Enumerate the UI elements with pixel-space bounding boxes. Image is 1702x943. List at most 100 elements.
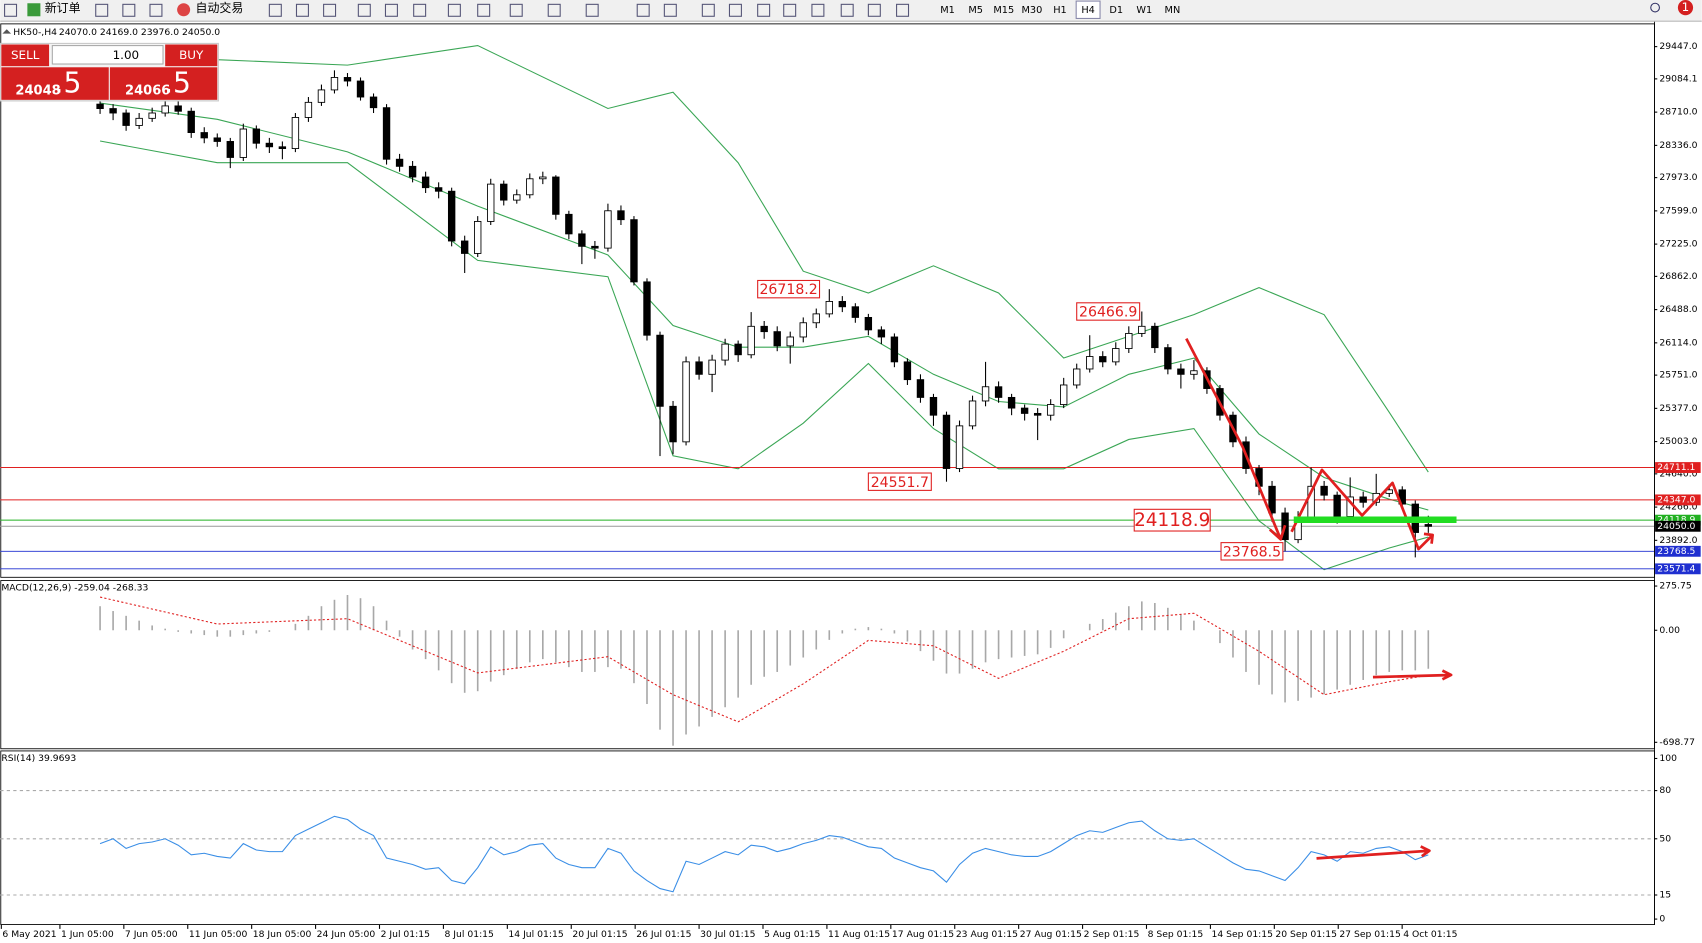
candle-body <box>1073 368 1081 386</box>
candle-body <box>330 77 339 91</box>
y-tick-label: 27599.0 <box>1659 205 1697 216</box>
candle-body <box>643 281 651 336</box>
timeframe-button[interactable]: H4 <box>1081 5 1095 16</box>
search-icon[interactable] <box>1650 2 1660 13</box>
timeframe-button[interactable]: M1 <box>940 5 955 16</box>
price-level-label: 24050.0 <box>1657 521 1695 532</box>
price-annotation-box <box>1076 302 1141 321</box>
bid-box[interactable] <box>1 67 109 100</box>
price-level-label: 24711.1 <box>1657 462 1695 473</box>
y-tick-label: 15 <box>1659 889 1671 900</box>
new-order-icon[interactable] <box>27 3 41 17</box>
ask-price[interactable]: 24066 <box>125 84 170 99</box>
buy-button[interactable] <box>165 44 218 67</box>
x-tick-label: 4 Oct 01:15 <box>1403 929 1457 940</box>
toolbar-icon[interactable] <box>663 3 677 17</box>
toolbar-icon[interactable] <box>477 3 491 17</box>
auto-trading-icon[interactable] <box>177 3 191 17</box>
candle-body <box>539 176 547 180</box>
timeframe-button[interactable]: MN <box>1165 5 1181 16</box>
notification-badge[interactable] <box>1677 0 1694 16</box>
toolbar-icon[interactable] <box>413 3 427 17</box>
buy-label[interactable]: BUY <box>179 48 204 62</box>
candle-body <box>526 178 534 196</box>
candle-body <box>1112 348 1120 363</box>
candle-body <box>604 210 612 249</box>
toolbar-icon[interactable] <box>268 3 282 17</box>
toolbar-icon[interactable] <box>867 3 881 17</box>
candle-body <box>747 325 755 356</box>
toolbar-icon[interactable] <box>4 3 18 17</box>
candle-body <box>1007 396 1016 409</box>
candle-body <box>291 117 300 150</box>
toolbar-icon[interactable] <box>95 3 109 17</box>
bid-pips[interactable]: .5 <box>54 67 81 100</box>
price-annotation-box <box>757 279 821 299</box>
toolbar-icon[interactable] <box>701 3 715 17</box>
drawn-rsi-arrow <box>1316 845 1431 860</box>
toolbar-icon[interactable] <box>509 3 523 17</box>
toolbar-icon[interactable] <box>585 3 599 17</box>
lots-value[interactable]: 1.00 <box>113 48 140 62</box>
toolbar-icon[interactable] <box>357 3 371 17</box>
candle-body <box>838 300 847 308</box>
y-tick-label: 275.75 <box>1659 581 1691 592</box>
price-level-tag <box>1655 514 1701 526</box>
timeframe-button[interactable]: M5 <box>968 5 983 16</box>
candle-body <box>981 386 990 402</box>
toolbar-icon[interactable] <box>757 3 771 17</box>
timeframe-button[interactable]: M15 <box>993 5 1014 16</box>
candle-body <box>213 137 221 142</box>
ask-box[interactable] <box>109 67 218 100</box>
candle-body <box>304 101 313 118</box>
auto-trading-button[interactable]: 自动交易 <box>196 1 244 15</box>
toolbar-icon[interactable] <box>896 3 910 17</box>
toolbar-icon[interactable] <box>384 3 398 17</box>
notification-count[interactable]: 1 <box>1682 0 1690 14</box>
candle-body <box>630 219 638 283</box>
y-tick-label: 25377.0 <box>1659 403 1697 414</box>
candle-body <box>1151 325 1159 349</box>
timeframe-button[interactable]: W1 <box>1136 5 1152 16</box>
new-order-button[interactable]: 新订单 <box>45 1 81 15</box>
candle-body <box>734 343 742 356</box>
candle-body <box>278 146 287 150</box>
x-tick-label: 8 Jul 01:15 <box>445 929 495 940</box>
toolbar: 新订单 自动交易 1 M1 M5 M15 M30 H1 H4 D1 W1 MN <box>0 0 1702 22</box>
toolbar-icon[interactable] <box>149 3 163 17</box>
sell-button[interactable] <box>1 44 50 67</box>
toolbar-icon[interactable] <box>323 3 337 17</box>
y-tick-label: 29447.0 <box>1659 41 1697 52</box>
candle-body <box>487 183 495 222</box>
candle-body <box>96 103 104 110</box>
sell-label[interactable]: SELL <box>11 48 40 62</box>
toolbar-icon[interactable] <box>295 3 309 17</box>
timeframe-button[interactable]: M30 <box>1021 5 1042 16</box>
toolbar-icon[interactable] <box>122 3 136 17</box>
toolbar-icon[interactable] <box>447 3 461 17</box>
candle-body <box>200 132 208 139</box>
ask-pips[interactable]: .5 <box>164 67 191 100</box>
toolbar-icon[interactable] <box>783 3 797 17</box>
bid-price[interactable]: 24048 <box>15 84 60 99</box>
candle-body <box>968 400 977 427</box>
price-level-tag <box>1655 462 1701 473</box>
toolbar-icon[interactable] <box>728 3 742 17</box>
price-annotation: 23768.5 <box>1223 544 1281 560</box>
toolbar-icon[interactable] <box>840 3 854 17</box>
timeframe-button[interactable]: D1 <box>1109 5 1123 16</box>
toolbar-icon[interactable] <box>636 3 650 17</box>
toolbar-icon[interactable] <box>547 3 561 17</box>
candle-body <box>929 396 938 416</box>
candle-body <box>369 96 378 109</box>
x-tick-label: 27 Sep 01:15 <box>1339 929 1401 940</box>
rsi-line <box>99 815 1429 893</box>
toolbar-icon[interactable] <box>811 3 825 17</box>
candle-body <box>343 77 352 82</box>
x-tick-label: 20 Jul 01:15 <box>572 929 627 940</box>
lots-field[interactable] <box>51 45 164 65</box>
candle-body <box>994 386 1003 398</box>
timeframe-button[interactable]: H1 <box>1053 5 1067 16</box>
header-arrow <box>2 29 12 34</box>
